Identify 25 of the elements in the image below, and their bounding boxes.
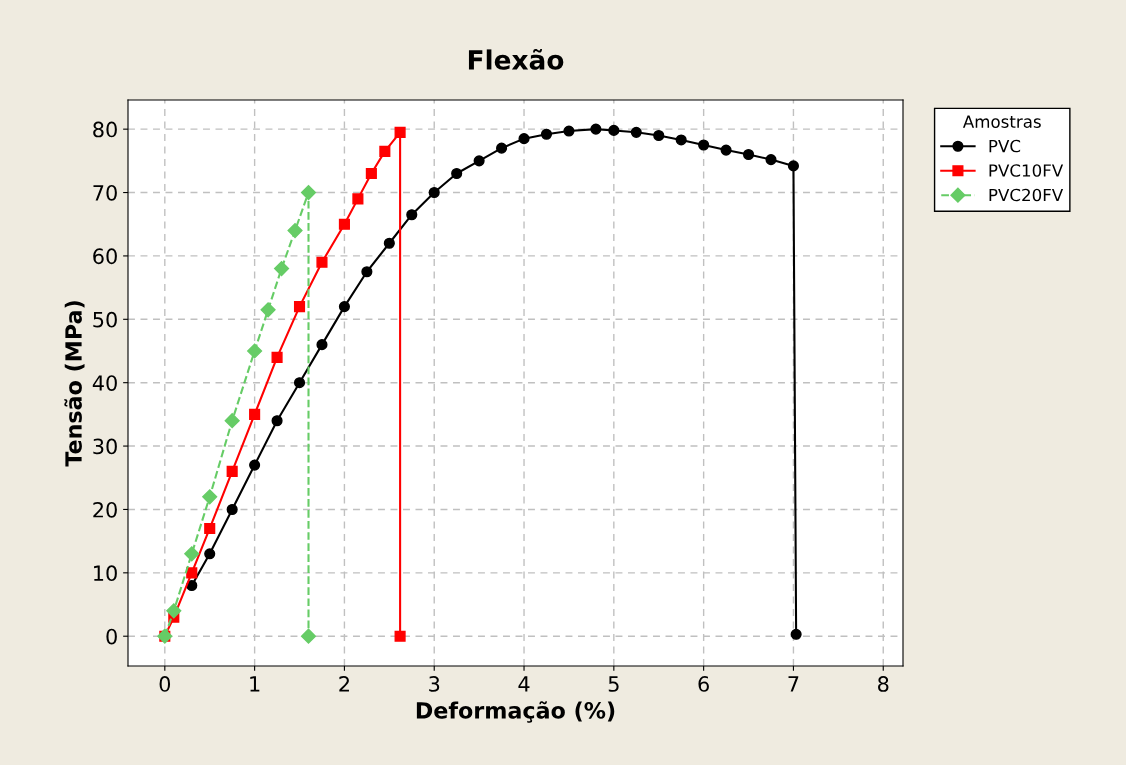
y-tick-label: 30 — [93, 438, 117, 455]
legend-label: PVC10FV — [989, 164, 1064, 177]
x-tick-label: 6 — [698, 676, 709, 692]
y-tick-label: 80 — [93, 121, 117, 138]
legend-label: PVC — [989, 139, 1021, 153]
x-tick-label: 4 — [518, 676, 530, 692]
x-tick-label: 7 — [788, 676, 799, 692]
x-tick-label: 5 — [608, 676, 619, 692]
y-axis-title: Tensão (MPa) — [64, 301, 85, 467]
y-tick-label: 20 — [93, 501, 117, 518]
x-tick-label: 2 — [339, 676, 349, 692]
x-axis-title: Deformação (%) — [416, 701, 615, 723]
x-tick-label: 0 — [159, 676, 171, 692]
x-tick-label: 8 — [878, 676, 889, 692]
legend-title: Amostras — [962, 115, 1041, 128]
y-tick-label: 70 — [93, 184, 117, 201]
y-tick-label: 0 — [106, 628, 117, 645]
x-tick-label: 3 — [429, 676, 440, 692]
y-tick-label: 60 — [93, 248, 117, 265]
y-tick-label: 50 — [93, 311, 117, 328]
chart-title: Flexão — [468, 48, 564, 70]
x-tick-label: 1 — [250, 676, 260, 692]
y-tick-label: 10 — [94, 565, 117, 582]
legend-label: PVC20FV — [989, 188, 1064, 202]
y-tick-label: 40 — [92, 375, 117, 391]
